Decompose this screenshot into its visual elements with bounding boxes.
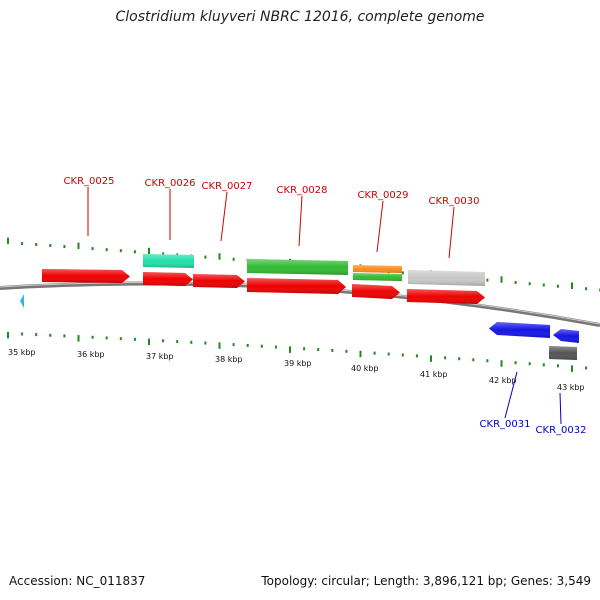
feature-ckr-0028-shade xyxy=(247,259,348,275)
genome-summary-text: Topology: circular; Length: 3,896,121 bp… xyxy=(261,574,591,588)
kbp-tick-label: 43 kbp xyxy=(557,383,585,392)
kbp-tick-label: 37 kbp xyxy=(146,352,174,361)
gene-leader-line xyxy=(298,195,303,247)
accession-text: Accession: NC_011837 xyxy=(9,574,146,588)
kbp-tick-label: 42 kbp xyxy=(489,376,517,385)
feature-ckr-0032-shade xyxy=(549,346,577,360)
kbp-tick-label: 38 kbp xyxy=(215,355,243,364)
cds-arrow-ckr-0032-shade xyxy=(553,329,579,343)
gene-leader-line xyxy=(376,200,384,253)
kbp-tick-label: 36 kbp xyxy=(77,350,105,359)
kbp-tick-label: 35 kbp xyxy=(8,348,36,357)
gene-leader-line xyxy=(504,371,518,419)
cds-arrow-ckr-0029-shade xyxy=(352,284,400,299)
cds-arrow-ckr-0027-shade xyxy=(193,274,245,288)
cds-arrow-ckr-0031-shade xyxy=(489,322,550,338)
left-marker xyxy=(20,294,24,308)
gene-label-ckr-0025[interactable]: CKR_0025 xyxy=(64,176,115,187)
genome-title: Clostridium kluyveri NBRC 12016, complet… xyxy=(115,9,485,25)
feature-ckr-0026-shade xyxy=(143,254,194,268)
cds-arrow-ckr-0025-shade xyxy=(42,269,130,283)
gene-label-ckr-0026[interactable]: CKR_0026 xyxy=(145,178,196,189)
gene-label-ckr-0032[interactable]: CKR_0032 xyxy=(536,425,587,436)
gene-label-ckr-0031[interactable]: CKR_0031 xyxy=(480,419,531,430)
feature-ckr-0030-shade xyxy=(408,270,485,286)
gene-label-ckr-0028[interactable]: CKR_0028 xyxy=(277,185,328,196)
cds-arrow-ckr-0028-shade xyxy=(247,278,346,294)
cds-arrow-ckr-0030-shade xyxy=(407,289,485,304)
gene-leader-line xyxy=(220,191,228,242)
cds-arrow-ckr-0026-shade xyxy=(143,272,193,286)
feature-ckr-0029-green-shade xyxy=(353,273,402,281)
feature-ckr-0029-orange-shade xyxy=(353,265,402,273)
gene-label-ckr-0027[interactable]: CKR_0027 xyxy=(202,181,253,192)
gene-label-ckr-0029[interactable]: CKR_0029 xyxy=(358,190,409,201)
gene-label-ckr-0030[interactable]: CKR_0030 xyxy=(429,196,480,207)
kbp-tick-label: 40 kbp xyxy=(351,364,379,373)
kbp-tick-label: 41 kbp xyxy=(420,370,448,379)
gene-leader-line xyxy=(448,206,455,259)
gene-leader-line xyxy=(559,392,562,425)
inner-tick-row xyxy=(7,331,588,372)
kbp-tick-label: 39 kbp xyxy=(284,359,312,368)
